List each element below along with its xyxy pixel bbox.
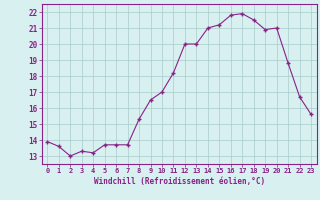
X-axis label: Windchill (Refroidissement éolien,°C): Windchill (Refroidissement éolien,°C) (94, 177, 265, 186)
